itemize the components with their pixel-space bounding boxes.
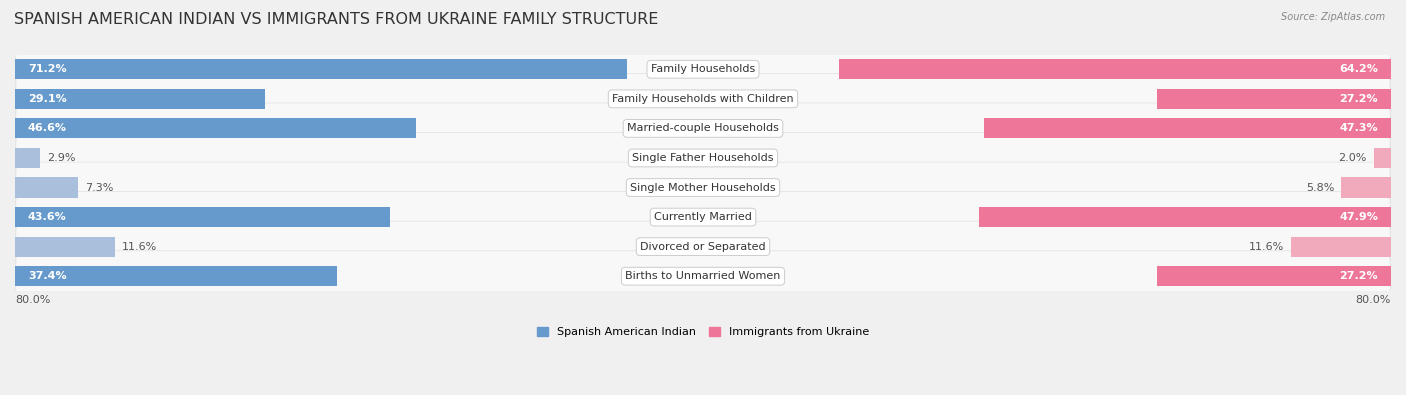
Text: Married-couple Households: Married-couple Households: [627, 123, 779, 134]
Text: 11.6%: 11.6%: [1249, 242, 1284, 252]
Text: Source: ZipAtlas.com: Source: ZipAtlas.com: [1281, 12, 1385, 22]
Bar: [1157, 266, 1391, 286]
Text: 47.9%: 47.9%: [1340, 212, 1378, 222]
FancyBboxPatch shape: [15, 133, 1391, 183]
FancyBboxPatch shape: [15, 73, 1391, 124]
FancyBboxPatch shape: [15, 44, 1391, 95]
Legend: Spanish American Indian, Immigrants from Ukraine: Spanish American Indian, Immigrants from…: [537, 327, 869, 337]
Text: 29.1%: 29.1%: [28, 94, 66, 104]
Text: 2.9%: 2.9%: [46, 153, 76, 163]
FancyBboxPatch shape: [15, 221, 1391, 272]
Text: 43.6%: 43.6%: [28, 212, 66, 222]
Bar: [1374, 148, 1391, 168]
Bar: [1291, 237, 1391, 257]
Bar: [839, 59, 1391, 79]
FancyBboxPatch shape: [15, 162, 1391, 213]
Text: 27.2%: 27.2%: [1340, 271, 1378, 281]
Text: 46.6%: 46.6%: [28, 123, 67, 134]
Bar: [1341, 177, 1391, 198]
Text: 2.0%: 2.0%: [1339, 153, 1367, 163]
Text: 37.4%: 37.4%: [28, 271, 66, 281]
Text: 5.8%: 5.8%: [1306, 182, 1334, 192]
Bar: [15, 59, 627, 79]
FancyBboxPatch shape: [15, 103, 1391, 154]
Text: Births to Unmarried Women: Births to Unmarried Women: [626, 271, 780, 281]
Text: 80.0%: 80.0%: [1355, 295, 1391, 305]
Bar: [15, 237, 115, 257]
Text: Single Mother Households: Single Mother Households: [630, 182, 776, 192]
Text: 71.2%: 71.2%: [28, 64, 66, 74]
Text: Currently Married: Currently Married: [654, 212, 752, 222]
Text: Single Father Households: Single Father Households: [633, 153, 773, 163]
Bar: [984, 118, 1391, 139]
Bar: [15, 148, 39, 168]
Text: 47.3%: 47.3%: [1340, 123, 1378, 134]
Text: 80.0%: 80.0%: [15, 295, 51, 305]
FancyBboxPatch shape: [15, 251, 1391, 302]
Bar: [1157, 89, 1391, 109]
Text: Divorced or Separated: Divorced or Separated: [640, 242, 766, 252]
Text: 27.2%: 27.2%: [1340, 94, 1378, 104]
Bar: [15, 118, 416, 139]
Bar: [15, 207, 389, 227]
Bar: [15, 177, 77, 198]
Bar: [15, 89, 266, 109]
Text: Family Households: Family Households: [651, 64, 755, 74]
Text: 64.2%: 64.2%: [1340, 64, 1378, 74]
Text: 7.3%: 7.3%: [84, 182, 112, 192]
FancyBboxPatch shape: [15, 192, 1391, 243]
Text: Family Households with Children: Family Households with Children: [612, 94, 794, 104]
Bar: [15, 266, 336, 286]
Text: SPANISH AMERICAN INDIAN VS IMMIGRANTS FROM UKRAINE FAMILY STRUCTURE: SPANISH AMERICAN INDIAN VS IMMIGRANTS FR…: [14, 12, 658, 27]
Text: 11.6%: 11.6%: [122, 242, 157, 252]
Bar: [979, 207, 1391, 227]
